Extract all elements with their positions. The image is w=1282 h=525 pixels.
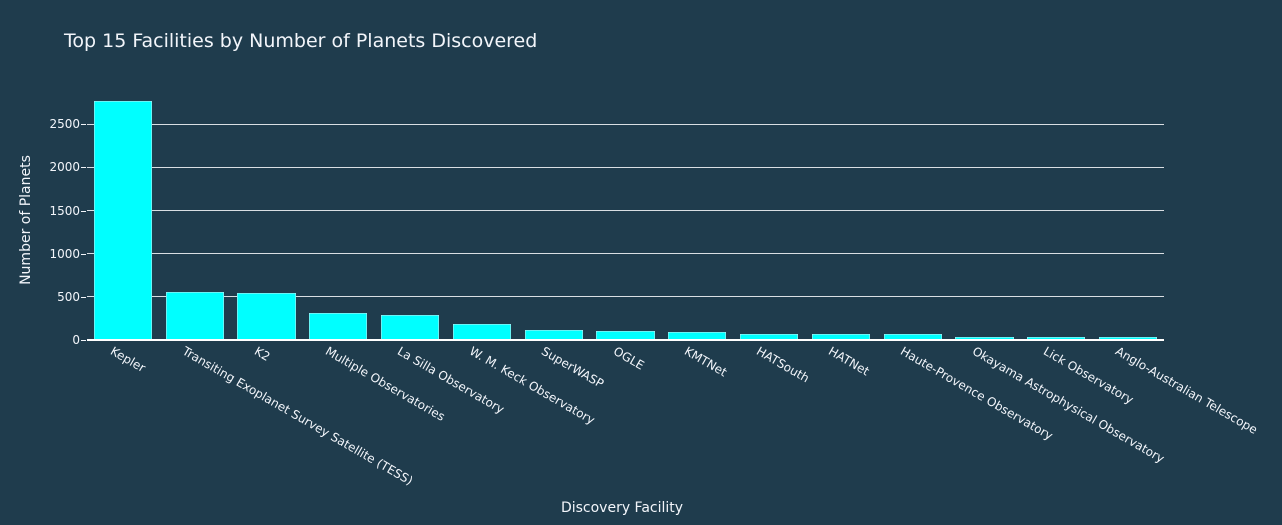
bar[interactable] — [668, 332, 727, 340]
bar[interactable] — [1099, 337, 1158, 340]
x-axis-title: Discovery Facility — [560, 500, 684, 516]
bar[interactable] — [93, 100, 152, 340]
chart-title: Top 15 Facilities by Number of Planets D… — [64, 30, 538, 52]
x-tick-label: W. M. Keck Observatory — [466, 344, 598, 428]
x-tick-label: SuperWASP — [538, 344, 606, 391]
gridline — [87, 210, 1164, 212]
bar[interactable] — [524, 330, 583, 340]
bar[interactable] — [1027, 337, 1086, 340]
x-tick-label: HATNet — [825, 344, 872, 379]
bar[interactable] — [309, 313, 368, 340]
y-tick-label: 0 — [72, 333, 80, 347]
y-axis-title: Number of Planets — [18, 155, 34, 285]
y-tick-mark — [81, 124, 86, 126]
gridline — [87, 253, 1164, 255]
x-tick-label: HATSouth — [754, 344, 812, 386]
y-tick-label: 1000 — [49, 246, 80, 261]
x-tick-label: Transiting Exoplanet Survey Satellite (T… — [179, 344, 415, 488]
bar[interactable] — [165, 291, 224, 340]
bar[interactable] — [955, 337, 1014, 340]
y-tick-mark — [81, 167, 86, 169]
plot-area — [87, 88, 1164, 341]
bar[interactable] — [811, 334, 870, 340]
bar[interactable] — [883, 334, 942, 340]
x-axis-line — [87, 339, 1164, 341]
x-tick-label: Kepler — [107, 344, 148, 376]
y-tick-mark — [81, 296, 86, 298]
y-tick-label: 2000 — [49, 160, 80, 175]
gridline — [87, 166, 1164, 168]
gridline — [87, 123, 1164, 125]
gridline — [87, 296, 1164, 298]
bar[interactable] — [452, 323, 511, 340]
x-tick-label: K2 — [251, 344, 272, 364]
y-tick-label: 2500 — [49, 117, 80, 132]
y-tick-mark — [81, 253, 86, 255]
y-tick-mark — [81, 210, 86, 212]
x-tick-label: Anglo-Australian Telescope — [1113, 344, 1260, 437]
y-tick-label: 1500 — [49, 203, 80, 218]
bar[interactable] — [237, 292, 296, 340]
x-tick-label: Multiple Observatories — [323, 344, 448, 424]
y-tick-label: 500 — [57, 289, 80, 304]
bar[interactable] — [596, 331, 655, 340]
y-tick-mark — [81, 340, 86, 341]
bar[interactable] — [381, 315, 440, 340]
x-tick-label: OGLE — [610, 344, 647, 373]
bar[interactable] — [740, 333, 799, 340]
x-tick-label: KMTNet — [682, 344, 730, 380]
